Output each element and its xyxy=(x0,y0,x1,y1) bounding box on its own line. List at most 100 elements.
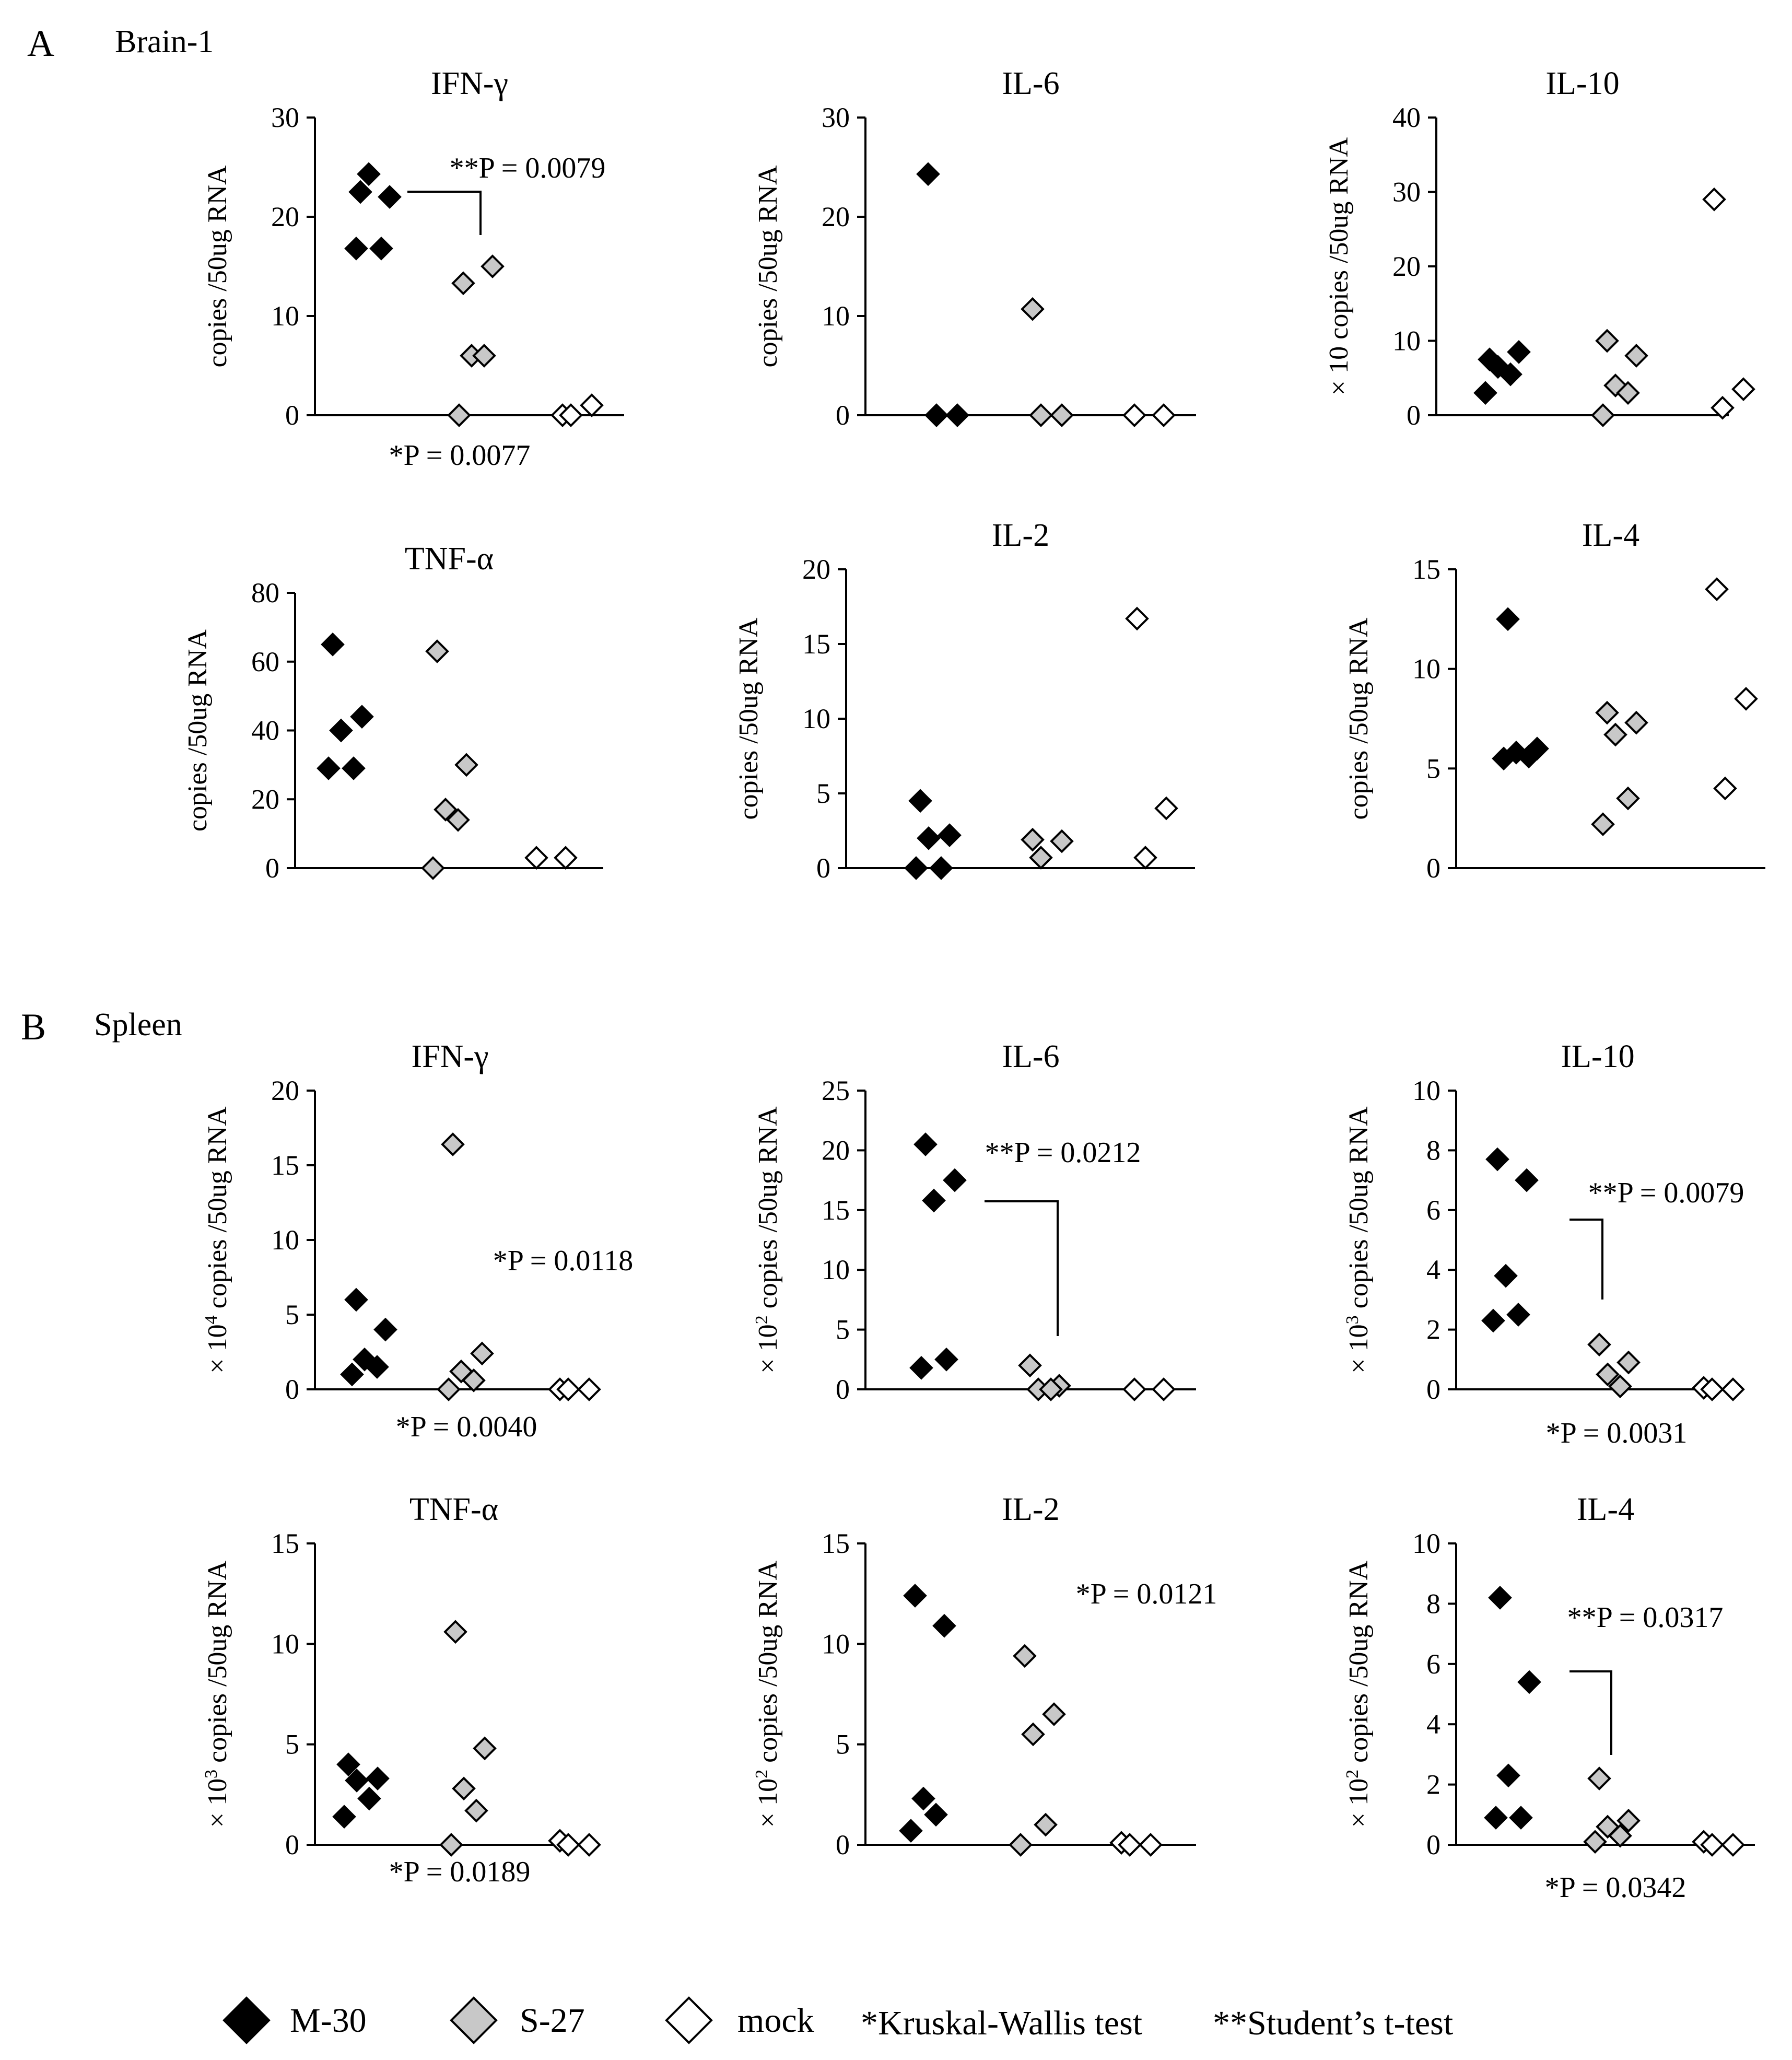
chart-title-b-il-2: IL-2 xyxy=(1002,1492,1059,1527)
point-b-ifn-mock-2 xyxy=(556,1377,580,1401)
point-a-il-6-m-30-2 xyxy=(924,403,948,427)
point-a-ifn-m-30-1 xyxy=(378,185,402,209)
chart-a-il-10: IL-10 0 10 20 30 40 × 10 copies /50ug RNA xyxy=(1324,66,1755,431)
y-tick-label-b-ifn-0: 0 xyxy=(285,1374,299,1405)
y-tick-label-a-il-6-30: 30 xyxy=(822,102,850,133)
point-a-ifn-m-30-2 xyxy=(357,162,381,186)
point-a-il-2-m-30-3 xyxy=(929,856,953,880)
point-a-tnf-m-30-2 xyxy=(329,718,353,743)
y-tick-label-b-il-2-10: 10 xyxy=(822,1628,850,1659)
point-a-il-10-m-30-1 xyxy=(1507,340,1531,364)
point-b-il-2-mock-1 xyxy=(1139,1833,1163,1857)
y-tick-label-b-ifn-5: 5 xyxy=(285,1299,299,1330)
point-a-il-4-s-27-1 xyxy=(1624,710,1648,735)
point-b-ifn-m-30-3 xyxy=(365,1355,389,1379)
y-tick-label-b-il-4-2: 2 xyxy=(1426,1769,1440,1800)
y-tick-label-a-il-4-10: 10 xyxy=(1412,653,1440,685)
point-a-il-6-s-27-2 xyxy=(1029,403,1053,427)
point-b-tnf-m-30-2 xyxy=(345,1769,369,1793)
y-tick-label-b-il-6-25: 25 xyxy=(822,1075,850,1106)
panel-a-name: Brain-1 xyxy=(115,24,214,60)
point-b-il-6-mock-0 xyxy=(1122,1377,1146,1401)
point-b-il-2-m-30-1 xyxy=(932,1613,956,1638)
legend-mock-label: mock xyxy=(737,2002,814,2040)
point-b-il-10-mock-1 xyxy=(1721,1377,1745,1401)
y-tick-label-a-ifn-0: 0 xyxy=(285,400,299,431)
significance-bracket-b-il-10 xyxy=(1570,1219,1603,1300)
point-a-tnf-s-27-0 xyxy=(425,639,449,663)
chart-a-il-6: IL-6 0 10 20 30 copies /50ug RNA xyxy=(753,66,1196,431)
legend: M-30 S-27 mock *Kruskal-Wallis test **St… xyxy=(222,1996,1453,2044)
legend-kruskal-wallis: *Kruskal-Wallis test xyxy=(861,2004,1142,2042)
y-axis-label-a-il-2: copies /50ug RNA xyxy=(734,617,764,820)
y-axis-label-a-ifn: copies /50ug RNA xyxy=(203,165,232,368)
point-b-il-4-mock-2 xyxy=(1700,1833,1724,1857)
p-value-kw-b-ifn: *P = 0.0040 xyxy=(396,1411,537,1443)
chart-title-a-il-6: IL-6 xyxy=(1002,66,1059,101)
point-b-tnf-s-27-4 xyxy=(439,1833,463,1857)
chart-b-tnf: TNF-α 0 5 10 15 × 103 copies /50ug RNA *P = 0.… xyxy=(202,1492,601,1888)
point-a-il-4-m-30-2 xyxy=(1504,741,1528,765)
y-tick-label-b-il-10-6: 6 xyxy=(1426,1195,1440,1226)
significance-bracket-b-il-4 xyxy=(1570,1670,1612,1755)
point-b-il-10-m-30-3 xyxy=(1506,1303,1530,1327)
y-axis-label-b-tnf: × 103 copies /50ug RNA xyxy=(202,1560,233,1828)
point-a-il-2-m-30-4 xyxy=(904,856,928,880)
y-tick-label-a-tnf-80: 80 xyxy=(251,577,279,608)
p-value-kw-b-il-10: *P = 0.0031 xyxy=(1546,1417,1688,1449)
point-a-il-10-s-27-1 xyxy=(1624,344,1648,368)
p-value-kw-a-ifn: *P = 0.0077 xyxy=(389,439,531,472)
point-a-ifn-s-27-3 xyxy=(472,344,496,368)
point-b-il-10-mock-2 xyxy=(1700,1377,1724,1401)
chart-b-il-6: IL-6 0 5 10 15 20 25 × 102 copies /50ug RNA **P … xyxy=(752,1039,1196,1405)
point-a-il-4-mock-2 xyxy=(1713,776,1737,801)
point-b-il-2-m-30-3 xyxy=(924,1802,948,1827)
point-a-il-2-mock-2 xyxy=(1133,846,1157,870)
y-tick-label-a-il-10-0: 0 xyxy=(1407,400,1421,431)
point-b-il-4-mock-1 xyxy=(1721,1833,1745,1857)
point-a-il-4-s-27-0 xyxy=(1595,700,1619,725)
y-tick-label-a-tnf-0: 0 xyxy=(265,852,279,884)
point-b-il-6-m-30-4 xyxy=(909,1355,933,1380)
p-value-tt-b-il-6: **P = 0.0212 xyxy=(985,1137,1141,1169)
y-tick-label-a-il-6-0: 0 xyxy=(836,400,850,431)
y-tick-label-a-il-4-0: 0 xyxy=(1426,852,1440,884)
point-a-il-10-m-30-4 xyxy=(1473,381,1497,405)
y-tick-label-a-il-4-15: 15 xyxy=(1412,554,1440,585)
point-a-ifn-mock-1 xyxy=(580,393,604,417)
legend-s27-label: S-27 xyxy=(520,2002,585,2040)
legend-mock-marker xyxy=(665,1996,713,2044)
legend-student-t: **Student’s t-test xyxy=(1213,2004,1453,2042)
point-a-ifn-m-30-0 xyxy=(348,180,372,204)
point-b-il-4-m-30-3 xyxy=(1509,1806,1533,1830)
point-b-il-10-s-27-1 xyxy=(1617,1350,1641,1375)
point-a-ifn-m-30-4 xyxy=(344,236,368,261)
point-a-il-6-mock-1 xyxy=(1152,403,1176,427)
point-a-tnf-m-30-3 xyxy=(342,756,366,780)
point-a-il-4-mock-1 xyxy=(1734,687,1758,711)
y-tick-label-a-il-4-5: 5 xyxy=(1426,753,1440,784)
y-tick-label-b-il-2-15: 15 xyxy=(822,1528,850,1559)
point-a-il-4-s-27-2 xyxy=(1603,722,1627,747)
point-b-ifn-s-27-3 xyxy=(462,1368,486,1392)
point-a-il-4-s-27-3 xyxy=(1616,786,1640,811)
y-tick-label-b-il-4-4: 4 xyxy=(1426,1708,1440,1740)
y-tick-label-a-il-2-20: 20 xyxy=(802,554,830,585)
point-b-il-6-s-27-0 xyxy=(1018,1353,1042,1378)
point-a-il-6-s-27-0 xyxy=(1021,297,1045,321)
y-axis-label-b-ifn: × 104 copies /50ug RNA xyxy=(202,1106,233,1374)
y-tick-label-a-ifn-30: 30 xyxy=(271,102,299,133)
point-b-il-2-m-30-4 xyxy=(899,1819,923,1843)
point-a-il-10-mock-1 xyxy=(1731,377,1755,401)
chart-title-b-il-10: IL-10 xyxy=(1561,1039,1634,1074)
y-axis-label-a-tnf: copies /50ug RNA xyxy=(183,629,213,832)
point-b-ifn-mock-1 xyxy=(577,1377,601,1401)
point-b-ifn-s-27-4 xyxy=(437,1377,461,1401)
point-b-il-6-s-27-3 xyxy=(1039,1377,1063,1401)
y-tick-label-b-il-10-8: 8 xyxy=(1426,1134,1440,1166)
p-value-kw-b-il-4: *P = 0.0342 xyxy=(1545,1871,1686,1904)
point-a-il-6-m-30-1 xyxy=(945,403,969,427)
y-tick-label-b-tnf-15: 15 xyxy=(271,1528,299,1559)
point-a-il-4-m-30-4 xyxy=(1492,746,1516,771)
